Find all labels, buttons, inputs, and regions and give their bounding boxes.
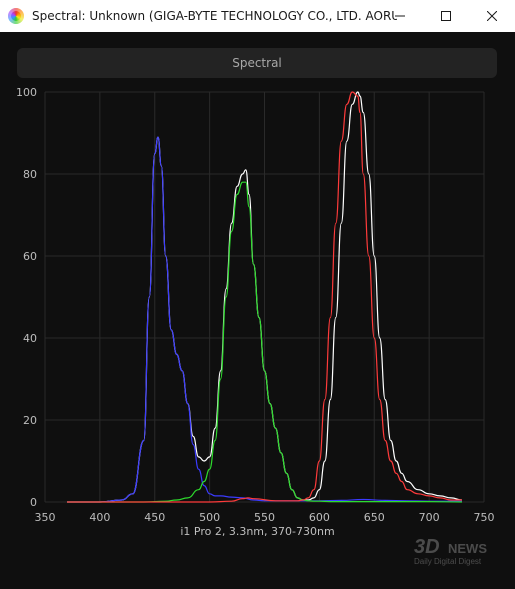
y-tick-label: 20 (23, 414, 37, 427)
series-line (67, 181, 463, 503)
series-line (67, 136, 462, 503)
x-tick-label: 550 (254, 511, 275, 524)
maximize-button[interactable] (423, 0, 469, 32)
x-tick-label: 750 (474, 511, 495, 524)
close-icon (487, 11, 497, 21)
series-line (67, 91, 462, 503)
y-tick-label: 40 (23, 332, 37, 345)
x-tick-label: 650 (364, 511, 385, 524)
maximize-icon (441, 11, 451, 21)
minimize-icon (395, 15, 405, 17)
svg-text:NEWS: NEWS (448, 541, 487, 556)
x-tick-label: 500 (199, 511, 220, 524)
x-tick-label: 400 (89, 511, 110, 524)
chart-grid (44, 91, 485, 503)
spectral-mode-button[interactable]: Spectral (17, 48, 497, 78)
x-tick-label: 450 (144, 511, 165, 524)
x-tick-label: 700 (419, 511, 440, 524)
spectrum-app-icon (8, 8, 24, 24)
y-tick-label: 60 (23, 250, 37, 263)
chart-ticks: 0 20 40 60 80 100 350 400 450 500 550 600 650 700 750 (16, 86, 495, 524)
window-title: Spectral: Unknown (GIGA-BYTE TECHNOLOGY … (32, 9, 397, 23)
3dnews-watermark: 3D NEWS Daily Digital Digest (414, 536, 487, 566)
x-tick-label: 350 (35, 511, 56, 524)
y-tick-label: 80 (23, 168, 37, 181)
svg-text:Daily Digital Digest: Daily Digital Digest (414, 557, 482, 566)
y-tick-label: 100 (16, 86, 37, 99)
close-button[interactable] (469, 0, 515, 32)
x-tick-label: 600 (309, 511, 330, 524)
chart-series (67, 91, 463, 503)
y-tick-label: 0 (30, 496, 37, 509)
minimize-button[interactable] (377, 0, 423, 32)
x-axis-label: i1 Pro 2, 3.3nm, 370-730nm (180, 525, 335, 538)
window-titlebar: Spectral: Unknown (GIGA-BYTE TECHNOLOGY … (0, 0, 515, 32)
svg-text:3D: 3D (414, 536, 440, 558)
